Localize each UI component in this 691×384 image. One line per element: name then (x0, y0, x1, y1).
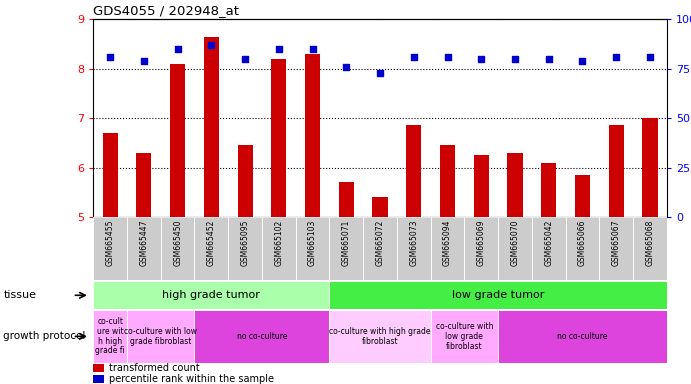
Bar (136, 153, 151, 217)
Point (206, 42, 217, 48)
Point (138, 58, 149, 64)
Bar (532, 217, 566, 280)
Point (341, 64, 352, 70)
Point (543, 56, 554, 62)
Text: GSM665066: GSM665066 (578, 220, 587, 266)
Bar (633, 217, 667, 280)
Bar (296, 217, 330, 280)
Bar (363, 217, 397, 280)
Text: tissue: tissue (3, 290, 37, 300)
Point (104, 54, 115, 60)
Bar (473, 155, 489, 217)
Bar (372, 197, 388, 217)
Text: growth protocol: growth protocol (3, 331, 86, 341)
Text: co-culture with high grade
fibroblast: co-culture with high grade fibroblast (330, 327, 430, 346)
Text: GSM665094: GSM665094 (443, 220, 452, 266)
Bar (507, 153, 522, 217)
Bar (430, 310, 498, 363)
Point (645, 54, 656, 60)
Bar (194, 217, 228, 280)
Bar (430, 217, 464, 280)
Bar (609, 126, 624, 217)
Bar (464, 217, 498, 280)
Text: GSM665102: GSM665102 (274, 220, 283, 266)
Bar (127, 217, 161, 280)
Point (408, 54, 419, 60)
Bar (93, 364, 104, 372)
Point (611, 54, 622, 60)
Text: co-culture with
low grade
fibroblast: co-culture with low grade fibroblast (435, 322, 493, 351)
Bar (93, 217, 127, 280)
Bar (330, 281, 667, 309)
Text: GSM665069: GSM665069 (477, 220, 486, 266)
Text: GSM665447: GSM665447 (140, 220, 149, 266)
Point (274, 46, 285, 52)
Text: GSM665450: GSM665450 (173, 220, 182, 266)
Bar (272, 59, 287, 217)
Text: GSM665072: GSM665072 (375, 220, 385, 266)
Text: co-culture with low
grade fibroblast: co-culture with low grade fibroblast (124, 327, 197, 346)
Point (442, 54, 453, 60)
Text: GSM665455: GSM665455 (106, 220, 115, 266)
Text: GSM665103: GSM665103 (308, 220, 317, 266)
Bar (330, 310, 430, 363)
Bar (440, 145, 455, 217)
Text: percentile rank within the sample: percentile rank within the sample (109, 374, 274, 384)
Bar (238, 145, 253, 217)
Point (577, 58, 588, 64)
Bar (170, 64, 185, 217)
Text: GSM665068: GSM665068 (645, 220, 654, 266)
Point (307, 46, 318, 52)
Point (509, 56, 520, 62)
Bar (330, 217, 363, 280)
Bar (599, 217, 633, 280)
Text: GSM665071: GSM665071 (342, 220, 351, 266)
Bar (161, 217, 194, 280)
Bar (228, 217, 262, 280)
Text: co-cult
ure wit
h high
grade fi: co-cult ure wit h high grade fi (95, 317, 125, 356)
Text: GSM665070: GSM665070 (511, 220, 520, 266)
Bar (204, 36, 219, 217)
Bar (498, 217, 532, 280)
Text: GSM665073: GSM665073 (409, 220, 418, 266)
Text: high grade tumor: high grade tumor (162, 290, 261, 300)
Bar (262, 217, 296, 280)
Bar (498, 310, 667, 363)
Text: GSM665067: GSM665067 (612, 220, 621, 266)
Text: no co-culture: no co-culture (237, 332, 287, 341)
Bar (102, 133, 117, 217)
Point (375, 70, 386, 76)
Text: low grade tumor: low grade tumor (452, 290, 545, 300)
Bar (541, 162, 556, 217)
Bar (127, 310, 194, 363)
Text: GSM665452: GSM665452 (207, 220, 216, 266)
Bar (575, 175, 590, 217)
Bar (93, 281, 330, 309)
Bar (397, 217, 430, 280)
Bar (643, 118, 658, 217)
Bar (339, 182, 354, 217)
Bar (566, 217, 599, 280)
Bar (93, 310, 127, 363)
Text: GDS4055 / 202948_at: GDS4055 / 202948_at (93, 4, 239, 17)
Text: GSM665095: GSM665095 (240, 220, 249, 266)
Bar (406, 126, 422, 217)
Text: GSM665042: GSM665042 (545, 220, 553, 266)
Point (475, 56, 486, 62)
Point (240, 56, 251, 62)
Bar (194, 310, 330, 363)
Bar (305, 54, 320, 217)
Bar (93, 375, 104, 383)
Point (172, 46, 183, 52)
Text: transformed count: transformed count (109, 363, 200, 373)
Text: no co-culture: no co-culture (557, 332, 607, 341)
